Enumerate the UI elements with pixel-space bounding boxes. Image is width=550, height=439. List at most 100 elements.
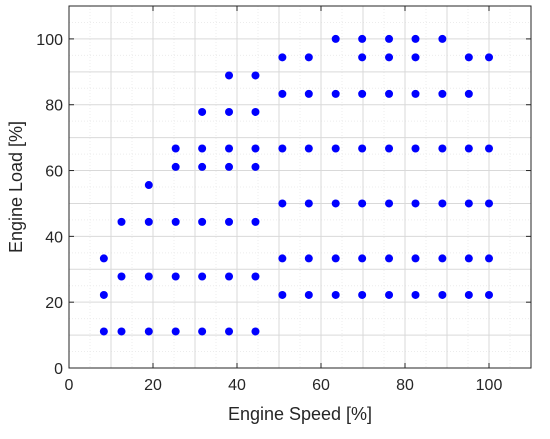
data-point xyxy=(358,144,367,153)
data-point xyxy=(278,290,287,299)
x-tick-label: 80 xyxy=(396,377,414,394)
data-point xyxy=(304,290,313,299)
plot-frame xyxy=(68,5,532,369)
data-point xyxy=(171,327,180,336)
data-point xyxy=(278,144,287,153)
y-tick-label: 100 xyxy=(36,32,63,49)
data-point xyxy=(485,53,493,62)
data-point xyxy=(99,290,108,299)
data-point xyxy=(331,254,340,263)
data-points xyxy=(99,34,493,336)
data-point xyxy=(144,272,153,281)
data-point xyxy=(198,327,207,336)
data-point xyxy=(438,144,447,153)
x-tick-label: 40 xyxy=(228,377,246,394)
data-point xyxy=(411,290,420,299)
data-point xyxy=(304,199,313,208)
data-point xyxy=(251,162,260,171)
x-tick-label: 100 xyxy=(476,377,503,394)
data-point xyxy=(485,199,493,208)
major-grid xyxy=(69,6,531,368)
axis-ticks xyxy=(68,6,531,369)
data-point xyxy=(225,71,234,80)
data-point xyxy=(385,254,394,263)
data-point xyxy=(198,144,207,153)
data-point xyxy=(278,53,287,62)
y-tick-label: 80 xyxy=(45,98,63,115)
data-point xyxy=(358,290,367,299)
x-tick-labels: 0 20 40 60 80 100 xyxy=(65,377,503,394)
data-point xyxy=(411,254,420,263)
data-point xyxy=(225,107,234,116)
data-point xyxy=(304,53,313,62)
x-tick-label: 20 xyxy=(144,377,162,394)
data-point xyxy=(225,144,234,153)
data-point xyxy=(411,144,420,153)
data-point xyxy=(358,34,367,43)
data-point xyxy=(411,89,420,98)
data-point xyxy=(225,217,234,226)
data-point xyxy=(385,290,394,299)
data-point xyxy=(464,254,473,263)
data-point xyxy=(278,199,287,208)
data-point xyxy=(144,327,153,336)
data-point xyxy=(385,34,394,43)
x-axis-label: Engine Speed [%] xyxy=(228,404,372,424)
data-point xyxy=(464,53,473,62)
data-point xyxy=(464,199,473,208)
data-point xyxy=(331,144,340,153)
y-tick-labels: 0 20 40 60 80 100 xyxy=(36,32,63,378)
data-point xyxy=(225,162,234,171)
data-point xyxy=(358,199,367,208)
data-point xyxy=(251,217,260,226)
data-point xyxy=(99,254,108,263)
data-point xyxy=(117,272,126,281)
data-point xyxy=(144,217,153,226)
y-tick-label: 20 xyxy=(45,295,63,312)
data-point xyxy=(331,290,340,299)
data-point xyxy=(358,53,367,62)
data-point xyxy=(411,53,420,62)
data-point xyxy=(438,199,447,208)
data-point xyxy=(304,254,313,263)
data-point xyxy=(464,89,473,98)
data-point xyxy=(411,199,420,208)
data-point xyxy=(171,162,180,171)
data-point xyxy=(171,272,180,281)
data-point xyxy=(438,290,447,299)
data-point xyxy=(438,254,447,263)
y-tick-label: 60 xyxy=(45,164,63,181)
data-point xyxy=(251,272,260,281)
data-point xyxy=(144,181,153,190)
data-point xyxy=(485,290,493,299)
data-point xyxy=(485,144,493,153)
data-point xyxy=(385,199,394,208)
data-point xyxy=(251,144,260,153)
data-point xyxy=(99,327,108,336)
data-point xyxy=(225,327,234,336)
data-point xyxy=(438,89,447,98)
data-point xyxy=(358,254,367,263)
data-point xyxy=(117,327,126,336)
data-point xyxy=(171,144,180,153)
data-point xyxy=(358,89,367,98)
data-point xyxy=(198,162,207,171)
data-point xyxy=(438,34,447,43)
data-point xyxy=(464,144,473,153)
data-point xyxy=(171,217,180,226)
data-point xyxy=(304,89,313,98)
data-point xyxy=(198,217,207,226)
data-point xyxy=(331,34,340,43)
data-point xyxy=(225,272,234,281)
data-point xyxy=(117,217,126,226)
data-point xyxy=(385,144,394,153)
data-point xyxy=(198,107,207,116)
data-point xyxy=(304,144,313,153)
data-point xyxy=(464,290,473,299)
data-point xyxy=(331,89,340,98)
data-point xyxy=(278,254,287,263)
data-point xyxy=(385,53,394,62)
data-point xyxy=(485,254,493,263)
